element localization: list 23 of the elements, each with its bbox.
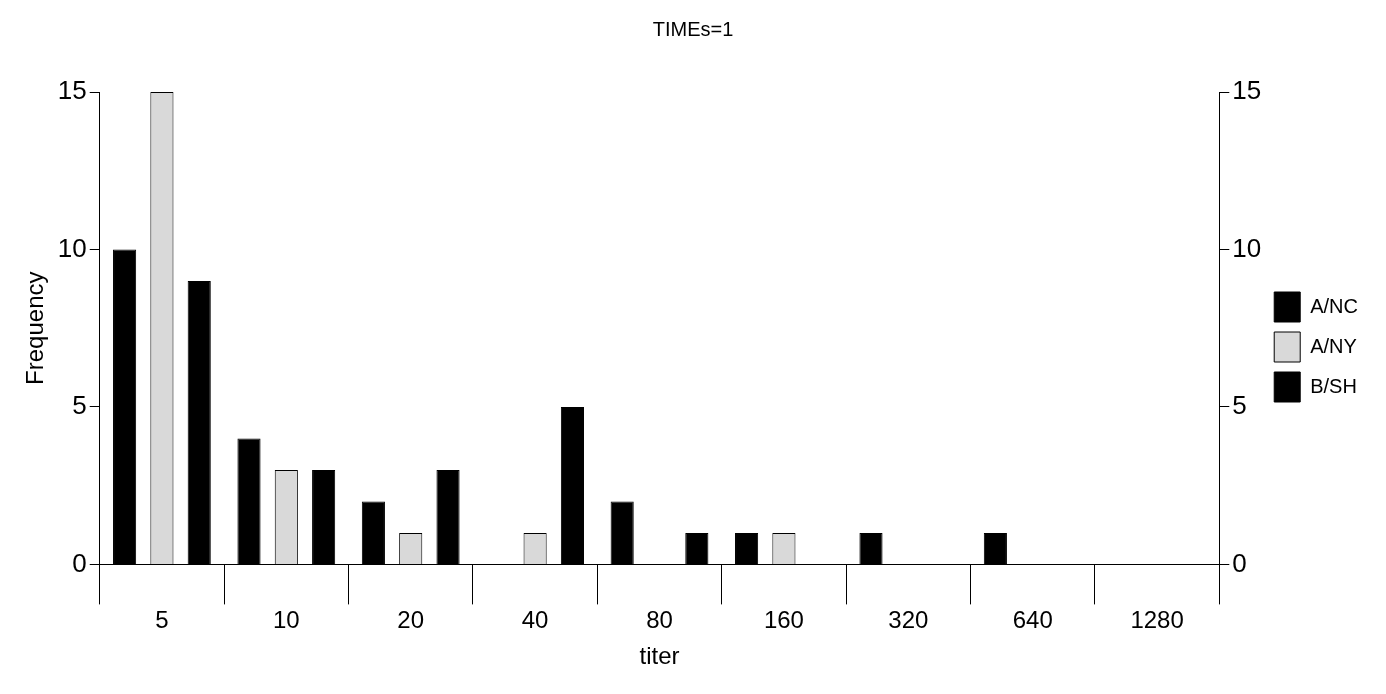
x-tick-label: 40 — [521, 606, 549, 634]
y-axis-title: Frequency — [21, 271, 49, 385]
x-tick-label: 20 — [397, 606, 425, 634]
y-tick-label: 10 — [57, 232, 87, 263]
y-tick-label: 15 — [57, 75, 87, 106]
y-tick-label: 0 — [72, 547, 87, 578]
legend-label: A/NC — [1310, 294, 1359, 317]
x-tick-label: 320 — [888, 606, 929, 634]
y2-tick-label: 10 — [1232, 232, 1262, 263]
y-tick-label: 5 — [72, 390, 87, 421]
x-tick-label: 1280 — [1130, 606, 1184, 634]
legend-label: B/SH — [1310, 374, 1357, 397]
x-tick-label: 640 — [1012, 606, 1053, 634]
x-tick-label: 160 — [763, 606, 804, 634]
y2-tick-label: 0 — [1232, 547, 1247, 578]
y2-tick-label: 15 — [1232, 75, 1262, 106]
x-tick-label: 10 — [272, 606, 300, 634]
x-tick-label: 80 — [646, 606, 673, 634]
y2-tick-label: 5 — [1232, 390, 1247, 421]
chart-title: TIMEs=1 — [652, 17, 734, 40]
x-axis-title: titer — [639, 642, 680, 670]
legend-label: A/NY — [1310, 334, 1357, 357]
x-tick-label: 5 — [155, 606, 169, 634]
